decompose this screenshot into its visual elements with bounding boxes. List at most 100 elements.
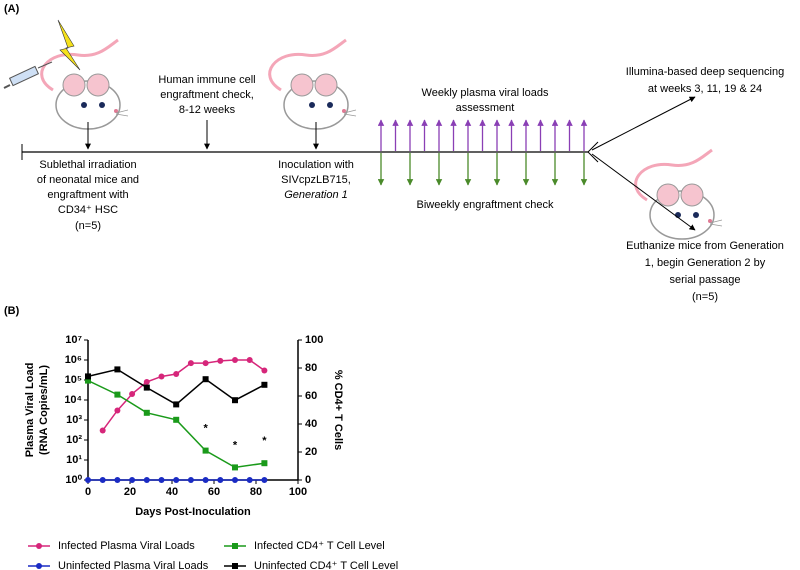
data-point — [143, 409, 150, 416]
series-line — [102, 359, 265, 431]
data-point — [143, 378, 150, 385]
data-point — [261, 477, 268, 483]
step-text: Sublethal irradiation — [39, 159, 136, 171]
legend-label: Uninfected Plasma Viral Loads — [58, 560, 209, 570]
step-text: Biweekly engraftment check — [417, 199, 554, 211]
step-text: serial passage — [670, 274, 741, 286]
significance-mark: * — [233, 439, 238, 451]
data-point — [261, 460, 268, 467]
step-text: engraftment check, — [160, 89, 254, 101]
data-point — [232, 477, 238, 483]
step-text: assessment — [456, 102, 515, 114]
data-point — [173, 477, 180, 483]
x-tick-label: 20 — [124, 486, 136, 498]
y-tick-label: 10⁵ — [65, 374, 82, 386]
data-point — [232, 397, 238, 404]
data-point — [232, 357, 238, 363]
y-axis-label: Plasma Viral Load — [24, 363, 36, 458]
data-point — [114, 477, 121, 483]
data-point — [202, 447, 209, 454]
y2-tick-label: 0 — [305, 474, 311, 486]
y-tick-label: 10⁷ — [65, 334, 82, 346]
data-point — [261, 367, 268, 374]
data-point — [85, 477, 91, 483]
data-point — [232, 464, 238, 471]
mouse-icon — [268, 38, 358, 131]
data-point — [246, 477, 253, 483]
legend-label: Uninfected CD4⁺ T Cell Level — [254, 560, 398, 570]
step-text: (n=5) — [692, 291, 718, 303]
y2-tick-label: 100 — [305, 334, 323, 346]
data-point — [187, 477, 194, 483]
step-text: at weeks 3, 11, 19 & 24 — [648, 83, 762, 95]
data-point — [246, 357, 253, 363]
timeline-end — [587, 141, 599, 163]
legend-marker — [232, 563, 238, 569]
data-point — [129, 477, 136, 483]
legend-label: Infected CD4⁺ T Cell Level — [254, 540, 385, 552]
x-tick-label: 60 — [208, 486, 220, 498]
x-tick-label: 100 — [289, 486, 307, 498]
branch-arrow — [591, 153, 696, 231]
step-text: of neonatal mice and — [37, 174, 139, 186]
data-point — [173, 370, 180, 377]
data-point — [85, 373, 91, 380]
step-text: engraftment with — [47, 189, 128, 201]
panel-label: (A) — [4, 3, 20, 15]
step-text: Human immune cell — [158, 74, 255, 86]
panel-a: (A) Sublethal irradiation of neonatal mi… — [3, 3, 784, 303]
data-point — [129, 390, 136, 397]
y-tick-label: 10³ — [66, 414, 82, 426]
data-point — [187, 360, 194, 367]
data-point — [202, 360, 209, 367]
step-text: SIVcpzLB715, — [281, 174, 351, 186]
significance-mark: * — [262, 435, 267, 447]
y-axis-label: (RNA Copies/mL) — [38, 365, 50, 455]
y2-tick-label: 80 — [305, 362, 317, 374]
step-text: Inoculation with — [278, 159, 354, 171]
data-point — [143, 384, 150, 391]
syringe-icon — [3, 61, 53, 89]
data-point — [99, 477, 106, 483]
data-point — [261, 381, 268, 388]
y-tick-label: 10¹ — [66, 454, 82, 466]
data-point — [202, 477, 209, 483]
step-text: 1, begin Generation 2 by — [645, 257, 766, 269]
irradiation-icon — [57, 19, 81, 71]
branch-arrow — [591, 96, 696, 151]
y-tick-label: 10⁰ — [65, 474, 82, 486]
y-tick-label: 10⁶ — [65, 354, 82, 366]
assessment-arrows — [377, 119, 588, 186]
step-text: 8-12 weeks — [179, 104, 236, 116]
x-tick-label: 80 — [250, 486, 262, 498]
mouse-icon — [634, 148, 724, 241]
data-point — [173, 416, 180, 423]
data-point — [158, 477, 165, 483]
step-text: Illumina-based deep sequencing — [626, 66, 784, 78]
data-point — [217, 477, 224, 483]
mouse-icon — [40, 38, 130, 131]
significance-mark: * — [203, 423, 208, 435]
y2-axis-label: % CD4+ T Cells — [332, 370, 344, 450]
data-point — [114, 391, 121, 398]
y2-tick-label: 40 — [305, 418, 317, 430]
x-axis-label: Days Post-Inoculation — [135, 506, 251, 518]
panel-label: (B) — [4, 305, 20, 317]
y2-tick-label: 60 — [305, 390, 317, 402]
data-point — [114, 366, 121, 373]
legend-marker — [36, 563, 42, 569]
y2-tick-label: 20 — [305, 446, 317, 458]
y-tick-label: 10² — [66, 434, 82, 446]
data-point — [85, 377, 91, 384]
data-point — [173, 401, 180, 408]
y-tick-label: 10⁴ — [64, 394, 82, 406]
legend-marker — [36, 543, 42, 549]
data-point — [114, 407, 121, 414]
step-text: Euthanize mice from Generation — [626, 240, 784, 252]
step-text: CD34⁺ HSC — [58, 204, 118, 216]
panel-b: (B) Days Post-Inoculation Plasma Viral L… — [4, 305, 398, 570]
step-text: Weekly plasma viral loads — [422, 87, 549, 99]
data-point — [99, 427, 106, 434]
